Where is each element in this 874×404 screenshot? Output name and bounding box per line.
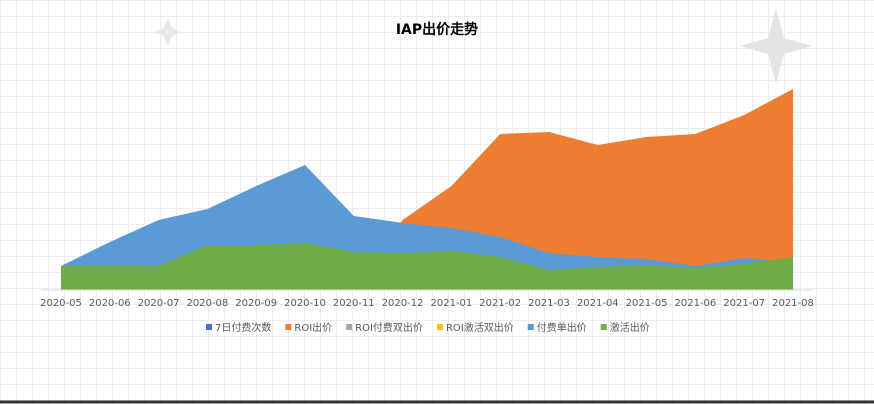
x-tick-label: 2021-01: [431, 298, 473, 309]
x-tick-label: 2020-12: [382, 298, 424, 309]
legend-swatch: [600, 324, 607, 330]
x-tick-label: 2020-05: [40, 298, 82, 309]
legend-label: ROI付费双出价: [355, 321, 423, 334]
area: [61, 89, 793, 290]
legend-label: ROI激活双出价: [446, 321, 514, 334]
x-tick-label: 2020-06: [89, 298, 131, 309]
x-tick-label: 2020-09: [235, 298, 277, 309]
x-tick-label: 2020-11: [333, 298, 375, 309]
legend-swatch: [206, 324, 212, 330]
legend-swatch: [436, 324, 443, 330]
legend-swatch: [285, 324, 292, 330]
x-tick-label: 2021-08: [772, 298, 814, 309]
sparkle: [740, 8, 812, 84]
legend-swatch: [346, 324, 353, 330]
x-tick-label: 2021-06: [675, 298, 717, 309]
x-tick-label: 2021-03: [528, 298, 570, 309]
legend-label: 7日付费次数: [215, 321, 271, 334]
x-tick-label: 2021-07: [723, 298, 765, 309]
legend-label: ROI出价: [294, 321, 332, 334]
legend-swatch: [527, 324, 534, 330]
chart-title: IAP出价走势: [396, 21, 478, 38]
x-tick-label: 2020-08: [187, 298, 229, 309]
legend-label: 激活出价: [610, 321, 650, 334]
x-tick-label: 2021-05: [626, 298, 668, 309]
area: [61, 243, 793, 290]
legend-label: 付费单出价: [537, 321, 587, 334]
sparkle: [154, 18, 182, 46]
x-tick-label: 2021-02: [479, 298, 521, 309]
x-tick-label: 2020-07: [138, 298, 180, 309]
x-tick-label: 2020-10: [284, 298, 326, 309]
x-tick-label: 2021-04: [577, 298, 619, 309]
